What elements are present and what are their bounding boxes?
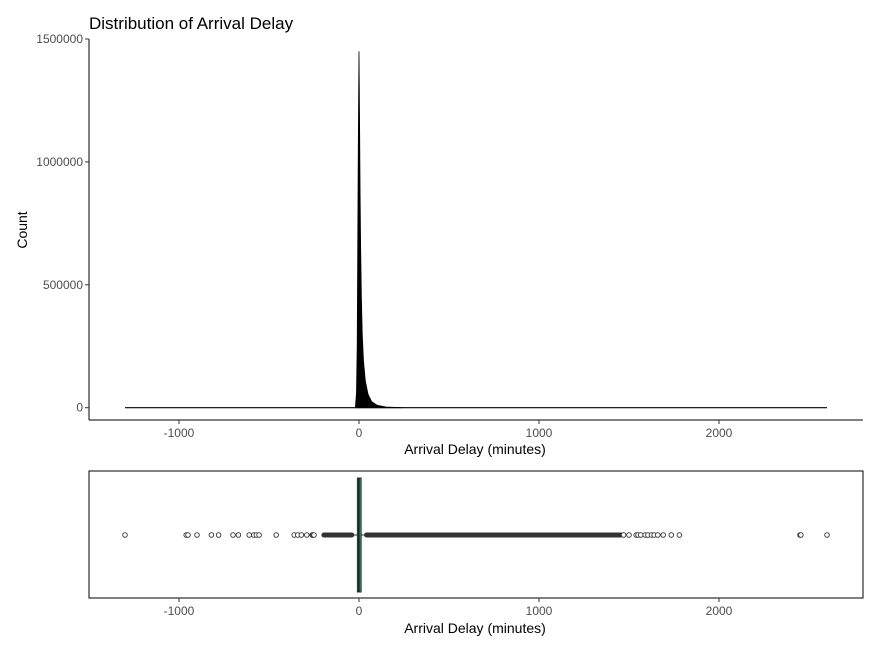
- y-tick-label: 0: [76, 401, 83, 415]
- outlier-point: [798, 532, 804, 538]
- boxplot-x-axis-title: Arrival Delay (minutes): [404, 620, 546, 636]
- boxplot-x-tick-label: 0: [356, 604, 363, 618]
- outlier-point: [256, 532, 262, 538]
- chart-title: Distribution of Arrival Delay: [89, 14, 294, 33]
- boxplot-x-tick-label: 1000: [526, 604, 553, 618]
- histogram-bars-shape: [354, 51, 403, 409]
- outlier-point: [230, 532, 236, 538]
- outlier-point: [620, 532, 627, 538]
- boxplot-axes: -1000 0 1000 2000: [164, 598, 733, 618]
- y-tick-label: 1000000: [36, 155, 83, 169]
- boxplot-frame: [88, 470, 864, 599]
- outlier-point: [298, 532, 305, 538]
- outlier-point: [185, 532, 191, 538]
- x-tick-label: -1000: [164, 426, 195, 440]
- outlier-point: [655, 532, 661, 538]
- histogram-panel: Distribution of Arrival Delay Count Arri…: [14, 14, 863, 457]
- outlier-point: [311, 532, 317, 538]
- x-tick-label: 0: [356, 426, 363, 440]
- y-tick-label: 1500000: [36, 32, 83, 46]
- histogram-axes: 0 500000 1000000 1500000 -1000 0 1000 2000: [36, 32, 863, 440]
- y-tick-label: 500000: [43, 278, 83, 292]
- x-tick-label: 1000: [526, 426, 553, 440]
- x-tick-label: 2000: [706, 426, 733, 440]
- y-axis-title: Count: [14, 211, 30, 248]
- boxplot-panel: Arrival Delay (minutes) -1000 0 1000 2000: [88, 470, 864, 636]
- boxplot-x-tick-label: 2000: [706, 604, 733, 618]
- outlier-point: [676, 532, 683, 538]
- outlier-point: [194, 532, 200, 538]
- outlier-point: [235, 532, 242, 538]
- outlier-point: [626, 532, 632, 538]
- x-axis-title: Arrival Delay (minutes): [404, 441, 546, 457]
- outlier-point: [273, 532, 279, 538]
- outlier-point: [304, 532, 310, 538]
- outlier-point: [824, 532, 830, 538]
- outlier-point: [215, 532, 222, 538]
- outlier-point: [637, 532, 644, 538]
- outlier-point: [208, 532, 215, 538]
- outlier-point: [122, 532, 128, 538]
- histogram-bars: [125, 51, 827, 409]
- outlier-point: [246, 532, 252, 538]
- outlier-point: [660, 532, 666, 538]
- boxplot-x-tick-label: -1000: [164, 604, 195, 618]
- outlier-point: [668, 532, 675, 538]
- boxplot-marks: [122, 477, 830, 593]
